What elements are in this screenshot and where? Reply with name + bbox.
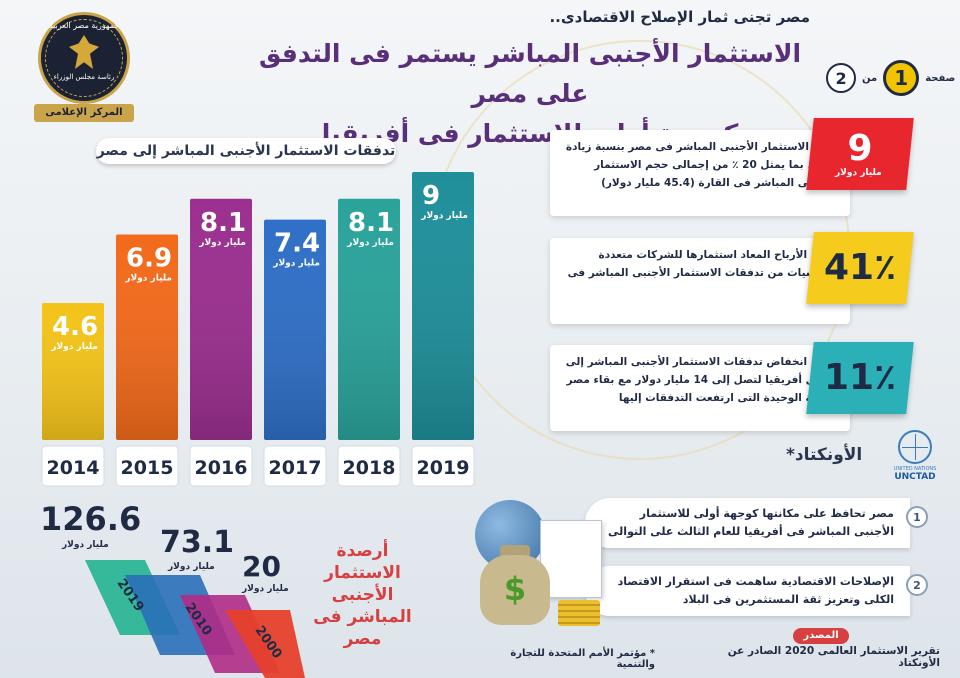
series-title: مصر تجنى ثمار الإصلاح الاقتصادى.. [549,8,810,26]
year-box-2018 [337,445,401,487]
stat-badge-1-value: 9 [847,128,874,169]
bar-unit-2019: مليار دولار [420,211,468,221]
page-indicator: صفحة 1 من 2 [826,60,955,96]
bar-unit-2015: مليار دولار [124,274,172,284]
reserve-unit-2000: مليار دولار [242,584,289,594]
bar-unit-2017: مليار دولار [272,259,320,269]
logo-bottom-text: المركز الإعلامى [34,104,134,122]
unctad-point-1-number: 1 [906,506,928,528]
stat-badge-2: 41٪ [806,232,914,304]
bar-shade-2018 [338,198,400,440]
reserve-value-2019: 126.6 [40,500,142,538]
page-total: 2 [826,63,856,93]
coins-icon [558,600,600,626]
bar-value-2019: 9 [422,181,440,211]
tick-label-2015: 2015 [121,457,174,479]
source-label: المصدر [793,628,849,644]
year-box-2016 [189,445,253,487]
stat-badge-3: 11٪ [806,342,914,414]
bar-shade-2014 [42,303,104,440]
reserve-unit-2019: مليار دولار [62,540,109,550]
bar-shade-2016 [190,198,252,440]
bar-value-2016: 8.1 [200,208,246,238]
bar-unit-2018: مليار دولار [346,238,394,248]
bar-value-2018: 8.1 [348,208,394,238]
ribbon-2000 [225,610,305,678]
cabinet-logo: جمهورية مصر العربية رئاسة مجلس الوزراء [38,12,130,104]
page-of-label: من [862,72,878,84]
tick-label-2014: 2014 [47,457,100,479]
bar-unit-2014: مليار دولار [50,342,98,352]
unctad-point-2: الإصلاحات الاقتصادية ساهمت فى استقرار ال… [585,566,910,616]
stat-badge-1-unit: مليار دولار [834,168,882,178]
tick-label-2019: 2019 [417,457,470,479]
reserves-ribbons [85,560,305,678]
tick-label-2016: 2016 [195,457,248,479]
year-box-2019 [411,445,475,487]
stat-badge-1: 9 مليار دولار [806,118,914,190]
reserves-title: أرصدة الاستثمار الأجنبى المباشر فى مصر [313,541,412,649]
reserve-value-2010: 73.1 [160,525,235,560]
tick-label-2018: 2018 [343,457,396,479]
logo-ring [45,19,123,97]
un-globe-icon [898,430,932,464]
page-current: 1 [883,60,920,96]
page-label: صفحة [925,72,956,84]
dollar-sign-icon: $ [503,570,527,608]
un-logo-big-text: UNCTAD [894,472,936,482]
bar-unit-2016: مليار دولار [198,238,246,248]
reserve-unit-2010: مليار دولار [168,562,215,572]
footnote: * مؤتمر الأمم المتحدة للتجارة والتنمية [510,648,655,670]
stat-badge-3-value: 11٪ [823,357,897,398]
stat-badge-2-value: 41٪ [823,247,897,288]
year-box-2017 [263,445,327,487]
chart-document-icon [540,520,602,598]
bar-shade-2017 [264,219,326,440]
source-text: تقرير الاستثمار العالمى 2020 الصادر عن ا… [727,645,940,669]
stat-card-3: نسبة انخفاض تدفقات الاستثمار الأجنبى الم… [550,345,850,431]
logo-top-text: جمهورية مصر العربية [48,21,120,30]
unctad-logo: UNITED NATIONS UNCTAD [888,430,942,482]
tick-label-2017: 2017 [269,457,322,479]
un-logo-small-text: UNITED NATIONS [893,466,937,472]
bar-value-2014: 4.6 [52,312,98,342]
unctad-point-2-number: 2 [906,574,928,596]
unctad-title: الأونكتاد* [786,445,863,465]
bar-shade-2015 [116,234,178,440]
chart-title: تدفقات الاستثمار الأجنبى المباشر إلى مصر [96,138,396,164]
year-box-2014 [41,445,105,487]
bar-shade-2019 [412,172,474,440]
unctad-point-1: مصر تحافظ على مكانتها كوجهة أولى للاستثم… [585,498,910,548]
money-bag-icon [480,555,550,625]
headline-line-1: الاستثمار الأجنبى المباشر يستمر فى التدف… [258,39,802,108]
stat-card-2: نسبة الأرباح المعاد استثمارها للشركات مت… [550,238,850,324]
bar-value-2015: 6.9 [126,244,172,274]
bar-value-2017: 7.4 [274,229,320,259]
reserve-value-2000: 20 [242,550,281,583]
year-box-2015 [115,445,179,487]
stat-card-1: حجم الاستثمار الأجنبى المباشر فى مصر بنس… [550,130,850,216]
